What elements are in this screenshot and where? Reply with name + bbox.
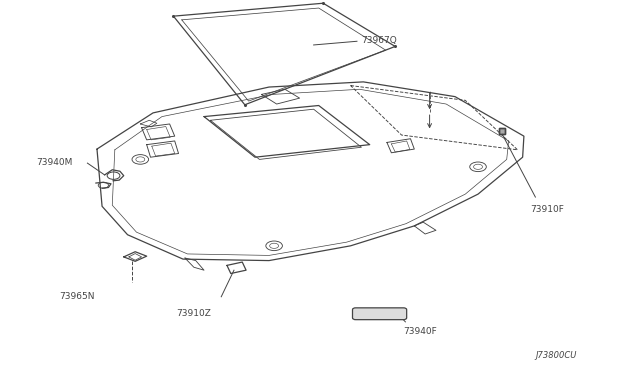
- FancyBboxPatch shape: [353, 308, 406, 320]
- Text: 73940F: 73940F: [403, 327, 436, 336]
- Text: 73910F: 73910F: [531, 205, 564, 215]
- Text: 73910Z: 73910Z: [177, 309, 211, 318]
- Text: 73940M: 73940M: [36, 157, 73, 167]
- Text: 73965N: 73965N: [59, 292, 94, 301]
- Text: J73800CU: J73800CU: [535, 351, 577, 360]
- Text: 73967Q: 73967Q: [362, 36, 397, 45]
